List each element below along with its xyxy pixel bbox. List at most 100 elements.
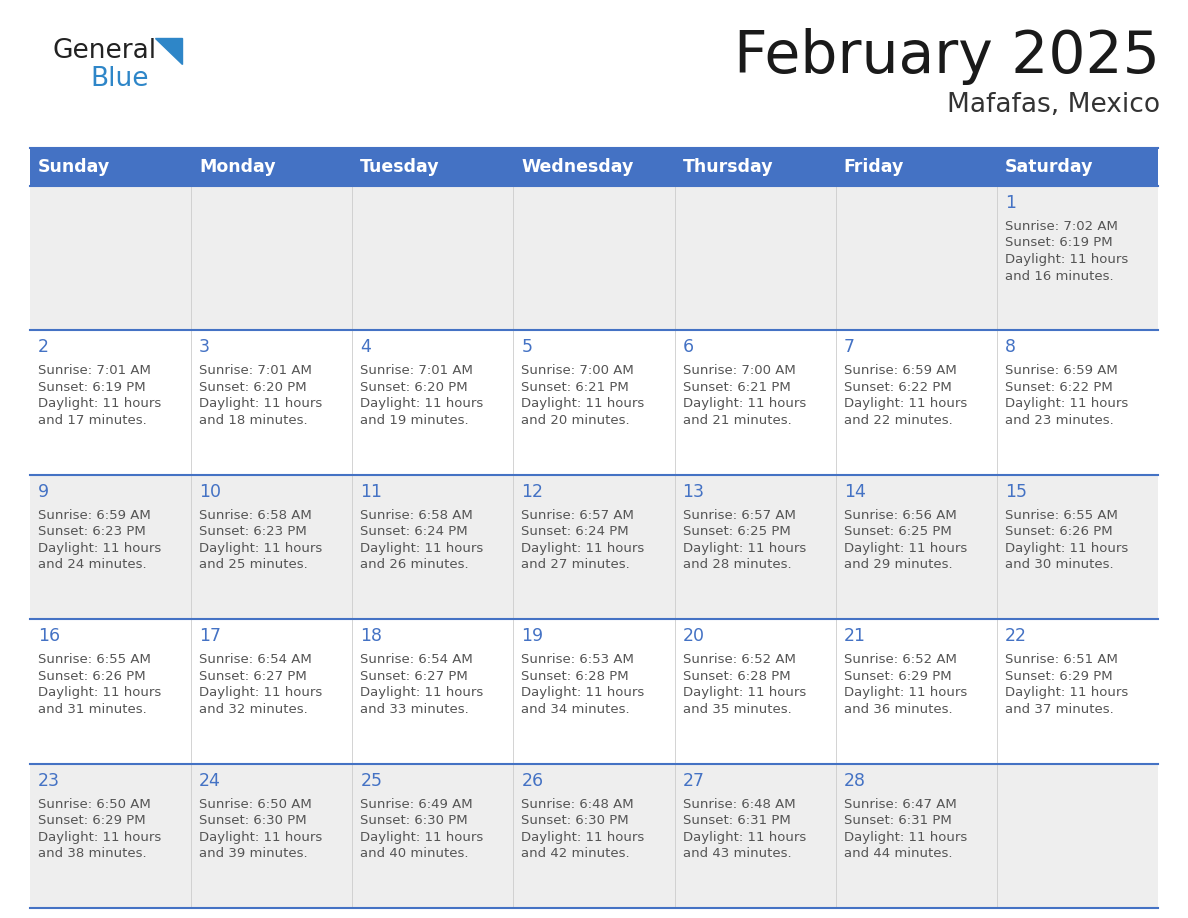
- Text: Sunset: 6:21 PM: Sunset: 6:21 PM: [683, 381, 790, 394]
- Text: and 27 minutes.: and 27 minutes.: [522, 558, 630, 571]
- Bar: [30, 186, 1158, 330]
- Text: Sunset: 6:28 PM: Sunset: 6:28 PM: [522, 670, 630, 683]
- Text: Mafafas, Mexico: Mafafas, Mexico: [947, 92, 1159, 118]
- Text: Daylight: 11 hours: Daylight: 11 hours: [38, 542, 162, 554]
- Text: Sunrise: 6:55 AM: Sunrise: 6:55 AM: [38, 654, 151, 666]
- Text: Sunset: 6:30 PM: Sunset: 6:30 PM: [522, 814, 630, 827]
- Text: Sunrise: 6:50 AM: Sunrise: 6:50 AM: [38, 798, 151, 811]
- Text: and 35 minutes.: and 35 minutes.: [683, 702, 791, 716]
- Text: Daylight: 11 hours: Daylight: 11 hours: [200, 831, 322, 844]
- Text: General: General: [52, 38, 156, 64]
- Text: 12: 12: [522, 483, 543, 501]
- Text: Sunrise: 6:52 AM: Sunrise: 6:52 AM: [843, 654, 956, 666]
- Bar: [30, 764, 1158, 908]
- Text: and 18 minutes.: and 18 minutes.: [200, 414, 308, 427]
- Text: Sunrise: 6:58 AM: Sunrise: 6:58 AM: [200, 509, 312, 521]
- Text: Sunset: 6:23 PM: Sunset: 6:23 PM: [200, 525, 307, 538]
- Text: and 28 minutes.: and 28 minutes.: [683, 558, 791, 571]
- Text: Sunset: 6:30 PM: Sunset: 6:30 PM: [360, 814, 468, 827]
- Text: and 19 minutes.: and 19 minutes.: [360, 414, 469, 427]
- Text: Sunset: 6:28 PM: Sunset: 6:28 PM: [683, 670, 790, 683]
- Text: Sunset: 6:19 PM: Sunset: 6:19 PM: [1005, 237, 1112, 250]
- Text: and 43 minutes.: and 43 minutes.: [683, 847, 791, 860]
- Bar: [30, 620, 1158, 764]
- Text: Daylight: 11 hours: Daylight: 11 hours: [360, 831, 484, 844]
- Text: 25: 25: [360, 772, 383, 789]
- Text: 23: 23: [38, 772, 61, 789]
- Text: Daylight: 11 hours: Daylight: 11 hours: [38, 397, 162, 410]
- Text: Daylight: 11 hours: Daylight: 11 hours: [1005, 397, 1129, 410]
- Text: Sunrise: 6:54 AM: Sunrise: 6:54 AM: [360, 654, 473, 666]
- Text: Sunset: 6:29 PM: Sunset: 6:29 PM: [843, 670, 952, 683]
- Text: Sunrise: 6:47 AM: Sunrise: 6:47 AM: [843, 798, 956, 811]
- Bar: [30, 148, 1158, 186]
- Text: Daylight: 11 hours: Daylight: 11 hours: [843, 542, 967, 554]
- Text: Sunset: 6:27 PM: Sunset: 6:27 PM: [200, 670, 307, 683]
- Text: Sunset: 6:31 PM: Sunset: 6:31 PM: [683, 814, 790, 827]
- Text: and 32 minutes.: and 32 minutes.: [200, 702, 308, 716]
- Polygon shape: [154, 38, 182, 64]
- Text: Sunrise: 7:01 AM: Sunrise: 7:01 AM: [38, 364, 151, 377]
- Text: Sunrise: 6:56 AM: Sunrise: 6:56 AM: [843, 509, 956, 521]
- Text: Sunrise: 7:01 AM: Sunrise: 7:01 AM: [200, 364, 312, 377]
- Text: and 42 minutes.: and 42 minutes.: [522, 847, 630, 860]
- Text: and 16 minutes.: and 16 minutes.: [1005, 270, 1113, 283]
- Text: Sunset: 6:21 PM: Sunset: 6:21 PM: [522, 381, 630, 394]
- Text: Sunset: 6:23 PM: Sunset: 6:23 PM: [38, 525, 146, 538]
- Text: and 24 minutes.: and 24 minutes.: [38, 558, 146, 571]
- Text: 17: 17: [200, 627, 221, 645]
- Text: Sunrise: 6:50 AM: Sunrise: 6:50 AM: [200, 798, 312, 811]
- Text: Sunset: 6:19 PM: Sunset: 6:19 PM: [38, 381, 146, 394]
- Text: Sunrise: 7:01 AM: Sunrise: 7:01 AM: [360, 364, 473, 377]
- Text: Daylight: 11 hours: Daylight: 11 hours: [522, 686, 645, 700]
- Text: 3: 3: [200, 339, 210, 356]
- Text: Daylight: 11 hours: Daylight: 11 hours: [843, 831, 967, 844]
- Text: and 40 minutes.: and 40 minutes.: [360, 847, 469, 860]
- Text: 2: 2: [38, 339, 49, 356]
- Bar: [30, 475, 1158, 620]
- Text: Sunset: 6:20 PM: Sunset: 6:20 PM: [360, 381, 468, 394]
- Text: and 25 minutes.: and 25 minutes.: [200, 558, 308, 571]
- Text: Daylight: 11 hours: Daylight: 11 hours: [200, 542, 322, 554]
- Text: 21: 21: [843, 627, 866, 645]
- Text: Thursday: Thursday: [683, 158, 773, 176]
- Text: and 37 minutes.: and 37 minutes.: [1005, 702, 1113, 716]
- Text: Daylight: 11 hours: Daylight: 11 hours: [1005, 253, 1129, 266]
- Text: Sunset: 6:29 PM: Sunset: 6:29 PM: [1005, 670, 1112, 683]
- Text: 19: 19: [522, 627, 544, 645]
- Text: Sunset: 6:31 PM: Sunset: 6:31 PM: [843, 814, 952, 827]
- Text: Sunset: 6:25 PM: Sunset: 6:25 PM: [843, 525, 952, 538]
- Text: and 21 minutes.: and 21 minutes.: [683, 414, 791, 427]
- Text: Friday: Friday: [843, 158, 904, 176]
- Text: 9: 9: [38, 483, 49, 501]
- Text: Sunrise: 6:53 AM: Sunrise: 6:53 AM: [522, 654, 634, 666]
- Text: 24: 24: [200, 772, 221, 789]
- Text: Daylight: 11 hours: Daylight: 11 hours: [360, 397, 484, 410]
- Text: Daylight: 11 hours: Daylight: 11 hours: [1005, 542, 1129, 554]
- Text: Sunrise: 6:59 AM: Sunrise: 6:59 AM: [38, 509, 151, 521]
- Text: 1: 1: [1005, 194, 1016, 212]
- Text: and 36 minutes.: and 36 minutes.: [843, 702, 953, 716]
- Text: and 39 minutes.: and 39 minutes.: [200, 847, 308, 860]
- Text: 18: 18: [360, 627, 383, 645]
- Text: Blue: Blue: [90, 66, 148, 92]
- Text: and 38 minutes.: and 38 minutes.: [38, 847, 146, 860]
- Text: 27: 27: [683, 772, 704, 789]
- Text: Sunset: 6:20 PM: Sunset: 6:20 PM: [200, 381, 307, 394]
- Text: and 33 minutes.: and 33 minutes.: [360, 702, 469, 716]
- Text: Sunrise: 7:00 AM: Sunrise: 7:00 AM: [683, 364, 795, 377]
- Bar: [30, 330, 1158, 475]
- Text: Sunrise: 6:49 AM: Sunrise: 6:49 AM: [360, 798, 473, 811]
- Text: 22: 22: [1005, 627, 1026, 645]
- Text: Sunset: 6:25 PM: Sunset: 6:25 PM: [683, 525, 790, 538]
- Text: Sunrise: 6:59 AM: Sunrise: 6:59 AM: [843, 364, 956, 377]
- Text: Saturday: Saturday: [1005, 158, 1093, 176]
- Text: Daylight: 11 hours: Daylight: 11 hours: [683, 542, 805, 554]
- Text: 6: 6: [683, 339, 694, 356]
- Text: 16: 16: [38, 627, 61, 645]
- Text: Daylight: 11 hours: Daylight: 11 hours: [200, 686, 322, 700]
- Text: Daylight: 11 hours: Daylight: 11 hours: [683, 686, 805, 700]
- Text: 11: 11: [360, 483, 383, 501]
- Text: and 29 minutes.: and 29 minutes.: [843, 558, 953, 571]
- Text: Sunset: 6:22 PM: Sunset: 6:22 PM: [843, 381, 952, 394]
